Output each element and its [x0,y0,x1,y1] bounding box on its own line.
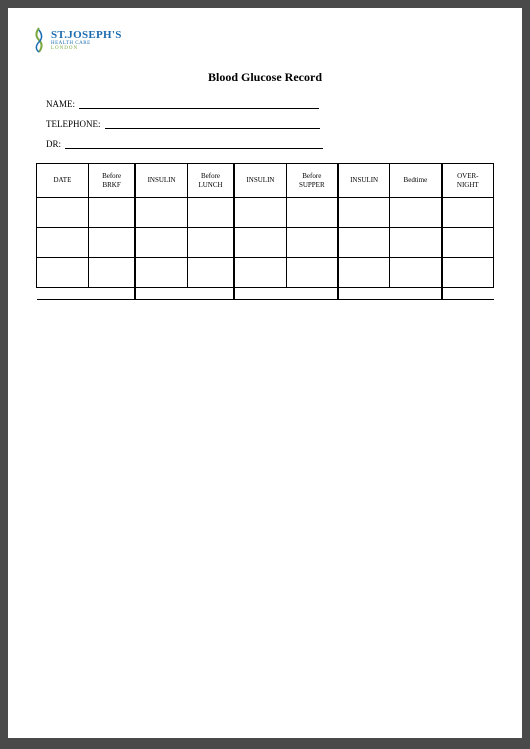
table-row [37,198,494,228]
name-label: NAME: [46,99,79,109]
table-cell[interactable] [88,198,135,228]
table-tail-row [37,288,494,300]
name-line[interactable] [79,99,319,109]
table-cell[interactable] [88,258,135,288]
table-cell[interactable] [135,258,187,288]
table-cell[interactable] [338,198,390,228]
table-cell[interactable] [234,258,286,288]
table-cell[interactable] [234,228,286,258]
document-page: ST.JOSEPH'S HEALTH CARE LONDON Blood Glu… [8,8,522,738]
dr-field-row: DR: [46,139,494,149]
table-cell[interactable] [338,228,390,258]
table-cell[interactable] [135,198,187,228]
col-header: DATE [37,164,89,198]
col-header: Bedtime [390,164,442,198]
dr-label: DR: [46,139,65,149]
col-header: BeforeLUNCH [187,164,234,198]
table-row [37,258,494,288]
table-cell[interactable] [390,258,442,288]
logo-icon [30,26,48,54]
table-row [37,228,494,258]
table-cell[interactable] [286,198,338,228]
tail-cell [390,288,442,300]
glucose-table-wrap: DATEBeforeBRKFINSULINBeforeLUNCHINSULINB… [36,163,494,300]
col-header: BeforeSUPPER [286,164,338,198]
logo-text: ST.JOSEPH'S HEALTH CARE LONDON [51,30,122,51]
table-body [37,198,494,300]
table-cell[interactable] [442,228,494,258]
table-cell[interactable] [187,258,234,288]
tail-cell [286,288,338,300]
logo-sub2-text: LONDON [51,46,122,51]
table-cell[interactable] [135,228,187,258]
table-cell[interactable] [37,258,89,288]
table-cell[interactable] [37,228,89,258]
col-header: INSULIN [338,164,390,198]
page-title: Blood Glucose Record [36,70,494,85]
table-cell[interactable] [390,198,442,228]
table-cell[interactable] [234,198,286,228]
table-cell[interactable] [442,198,494,228]
col-header: BeforeBRKF [88,164,135,198]
dr-line[interactable] [65,139,323,149]
table-cell[interactable] [187,228,234,258]
org-logo: ST.JOSEPH'S HEALTH CARE LONDON [30,26,122,54]
name-field-row: NAME: [46,99,494,109]
tail-cell [88,288,135,300]
col-header: INSULIN [135,164,187,198]
table-header-row: DATEBeforeBRKFINSULINBeforeLUNCHINSULINB… [37,164,494,198]
table-cell[interactable] [187,198,234,228]
col-header: OVER-NIGHT [442,164,494,198]
logo-main-text: ST.JOSEPH'S [51,30,122,41]
telephone-field-row: TELEPHONE: [46,119,494,129]
tail-cell [442,288,494,300]
table-cell[interactable] [338,258,390,288]
table-cell[interactable] [88,228,135,258]
table-cell[interactable] [442,258,494,288]
table-cell[interactable] [286,228,338,258]
table-cell[interactable] [390,228,442,258]
tail-cell [135,288,187,300]
table-cell[interactable] [37,198,89,228]
table-cell[interactable] [286,258,338,288]
tail-cell [37,288,89,300]
tail-cell [338,288,390,300]
telephone-label: TELEPHONE: [46,119,105,129]
col-header: INSULIN [234,164,286,198]
telephone-line[interactable] [105,119,320,129]
glucose-table: DATEBeforeBRKFINSULINBeforeLUNCHINSULINB… [36,163,494,300]
tail-cell [187,288,234,300]
tail-cell [234,288,286,300]
